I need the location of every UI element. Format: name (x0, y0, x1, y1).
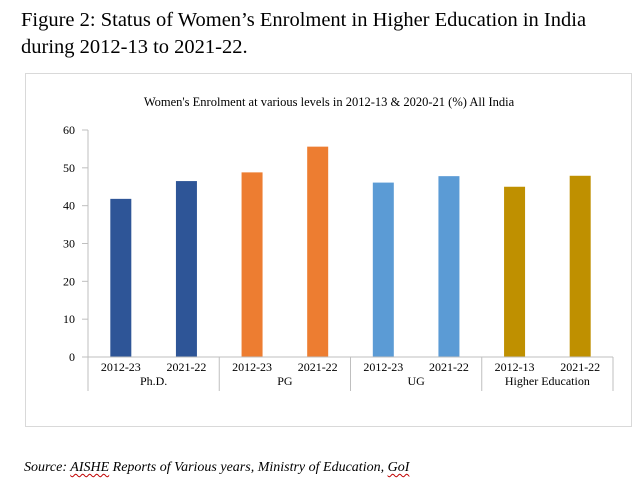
x-tick-label: 2012-13 (495, 360, 535, 374)
x-group-label: Ph.D. (140, 374, 167, 388)
x-group-label: PG (277, 374, 293, 388)
y-tick-label: 10 (63, 312, 75, 326)
source-org: AISHE (70, 460, 110, 475)
bar (372, 182, 394, 357)
y-axis: 0 10 20 30 40 50 60 (63, 123, 89, 364)
source-suffix: GoI (387, 460, 410, 475)
y-tick-label: 0 (69, 350, 75, 364)
bar (307, 146, 329, 357)
x-tick-label: 2012-23 (232, 360, 272, 374)
caption-line-1: Figure 2: Status of Women’s Enrolment in… (21, 9, 587, 31)
source-middle: Reports of Various years, Ministry of Ed… (109, 460, 388, 475)
y-tick-label: 50 (63, 161, 75, 175)
chart-area: Women's Enrolment at various levels in 2… (25, 73, 632, 427)
x-tick-label: 2021-22 (166, 360, 206, 374)
source-note: Source: AISHE Reports of Various years, … (24, 460, 409, 476)
bar-chart: Women's Enrolment at various levels in 2… (63, 95, 614, 391)
y-tick-label: 60 (63, 123, 75, 137)
source-prefix: Source: (24, 460, 71, 475)
bar (504, 186, 526, 357)
bar-series (110, 146, 591, 357)
x-group-label: Higher Education (505, 374, 590, 388)
bar (241, 172, 263, 357)
x-tick-label: 2021-22 (429, 360, 469, 374)
bar (175, 181, 197, 357)
bar (438, 176, 460, 357)
y-tick-label: 40 (63, 199, 75, 213)
bar (569, 175, 591, 357)
y-tick-label: 30 (63, 237, 75, 251)
x-tick-label: 2021-22 (298, 360, 338, 374)
x-group-label: UG (407, 374, 425, 388)
x-tick-label: 2021-22 (560, 360, 600, 374)
x-tick-label: 2012-23 (101, 360, 141, 374)
chart-title: Women's Enrolment at various levels in 2… (144, 95, 515, 109)
y-tick-label: 20 (63, 274, 75, 288)
caption-line-2: during 2012-13 to 2021-22. (21, 36, 248, 58)
figure-caption: Figure 2: Status of Women’s Enrolment in… (21, 7, 621, 61)
bar (110, 198, 132, 357)
x-tick-label: 2012-23 (363, 360, 403, 374)
